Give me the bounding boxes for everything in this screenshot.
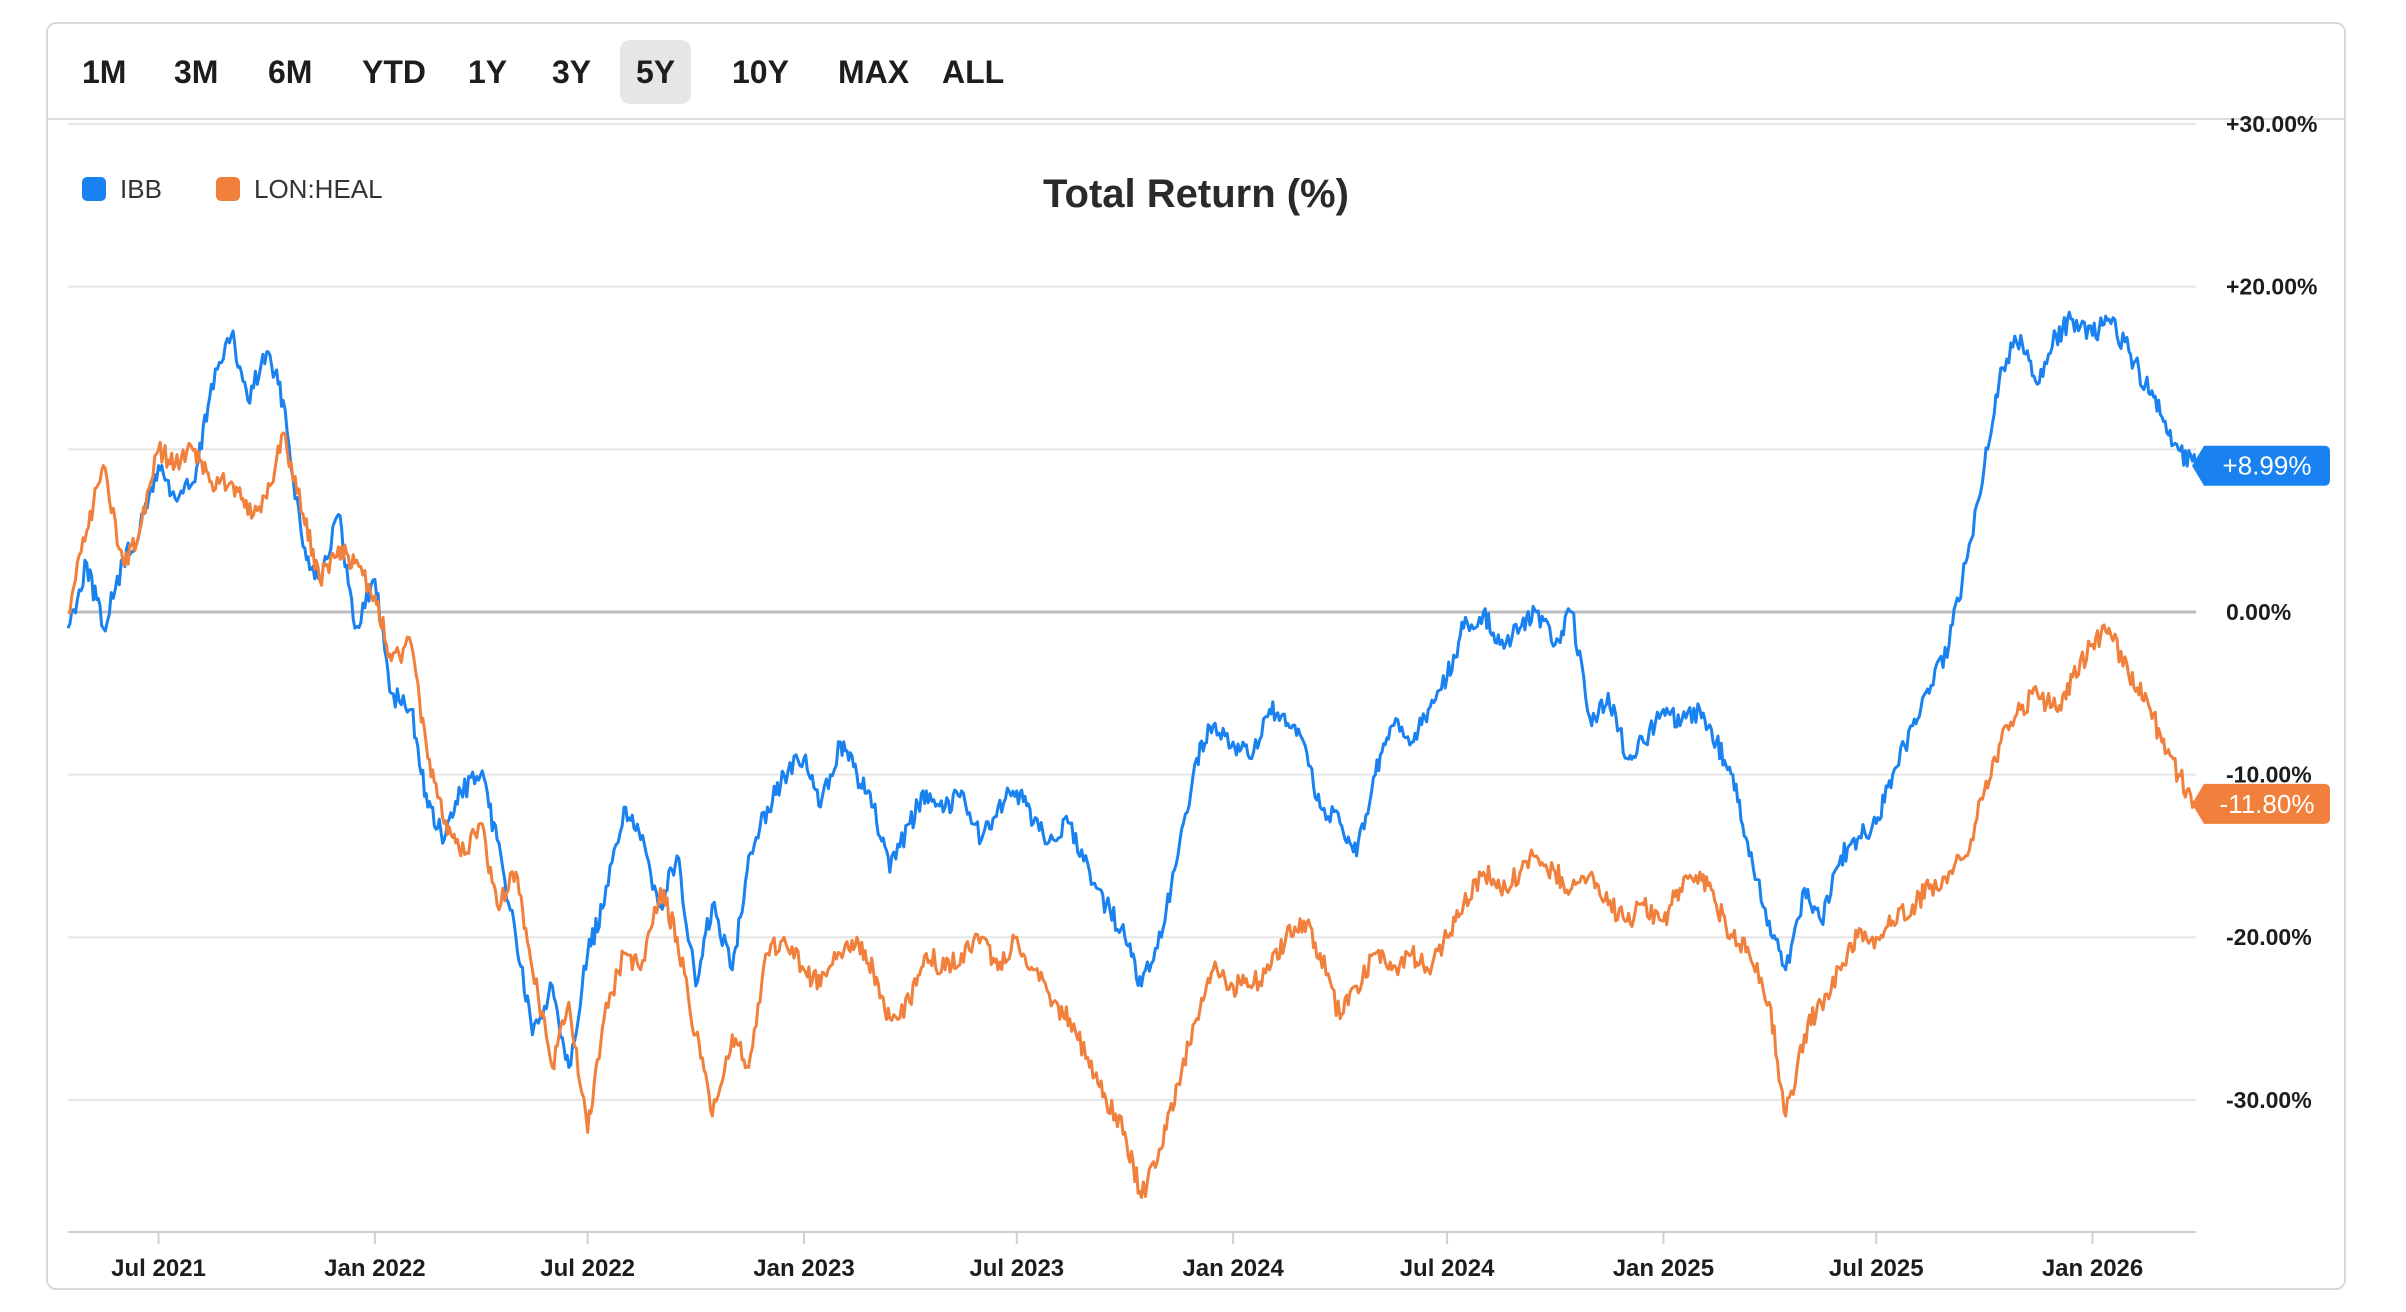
- x-tick-label: Jul 2023: [969, 1255, 1064, 1282]
- y-tick-label: -10.00%: [2226, 762, 2312, 788]
- series-line-lon-heal: [67, 431, 2198, 1199]
- x-tick-label: Jan 2022: [324, 1255, 425, 1282]
- range-tab-6m[interactable]: 6M: [268, 54, 313, 90]
- range-tab-ytd[interactable]: YTD: [362, 54, 426, 90]
- range-tab-bar: 1M 3M 6M YTD 1Y 3Y 5Y 10Y MAX ALL: [48, 24, 2344, 120]
- x-tick-label: Jul 2022: [540, 1255, 635, 1282]
- legend-label-lon-heal: LON:HEAL: [254, 174, 383, 204]
- range-tab-1m[interactable]: 1M: [82, 54, 127, 90]
- last-value-label: -11.80%: [2220, 789, 2315, 819]
- x-tick-label: Jan 2024: [1182, 1255, 1284, 1282]
- range-tab-3y[interactable]: 3Y: [552, 54, 592, 90]
- range-tab-3m[interactable]: 3M: [174, 54, 219, 90]
- chart-title: Total Return (%): [1043, 172, 1349, 216]
- x-tick-label: Jul 2025: [1829, 1255, 1924, 1282]
- x-tick-label: Jul 2024: [1400, 1255, 1495, 1282]
- last-value-flag-lon-heal: -11.80%: [2192, 783, 2330, 824]
- chart-card: 1M 3M 6M YTD 1Y 3Y 5Y 10Y MAX ALL IBB LO…: [46, 22, 2346, 1290]
- legend-swatch-ibb: [82, 177, 106, 201]
- range-tab-max[interactable]: MAX: [838, 54, 910, 90]
- last-value-flag-shape: [2192, 783, 2330, 824]
- range-tab-1y[interactable]: 1Y: [468, 54, 508, 90]
- y-tick-label: +20.00%: [2226, 274, 2317, 300]
- series-line-ibb: [66, 310, 2198, 1069]
- x-tick-label: Jan 2025: [1613, 1255, 1714, 1282]
- range-tab-all[interactable]: ALL: [942, 54, 1005, 90]
- x-tick-label: Jan 2026: [2042, 1255, 2143, 1282]
- legend-label-ibb: IBB: [120, 174, 162, 204]
- y-tick-label: 0.00%: [2226, 599, 2291, 625]
- x-tick-label: Jan 2023: [753, 1255, 854, 1282]
- range-tab-10y[interactable]: 10Y: [732, 54, 789, 90]
- x-tick-label: Jul 2021: [111, 1255, 206, 1282]
- y-tick-label: -30.00%: [2226, 1087, 2312, 1113]
- legend-item-ibb[interactable]: IBB: [82, 174, 162, 205]
- last-value-label: +8.99%: [2223, 451, 2312, 481]
- last-value-flag-ibb: +8.99%: [2192, 445, 2330, 486]
- last-value-flag-shape: [2192, 445, 2330, 486]
- legend-item-lon-heal[interactable]: LON:HEAL: [216, 174, 383, 205]
- y-tick-label: -20.00%: [2226, 924, 2312, 950]
- y-tick-label: +30.00%: [2226, 111, 2317, 137]
- range-tab-5y[interactable]: 5Y: [620, 40, 692, 104]
- line-chart: +30.00% +20.00% 0.00% -10.00% -20.00% -30.00%…: [66, 111, 2330, 1282]
- legend-swatch-lon-heal: [216, 177, 240, 201]
